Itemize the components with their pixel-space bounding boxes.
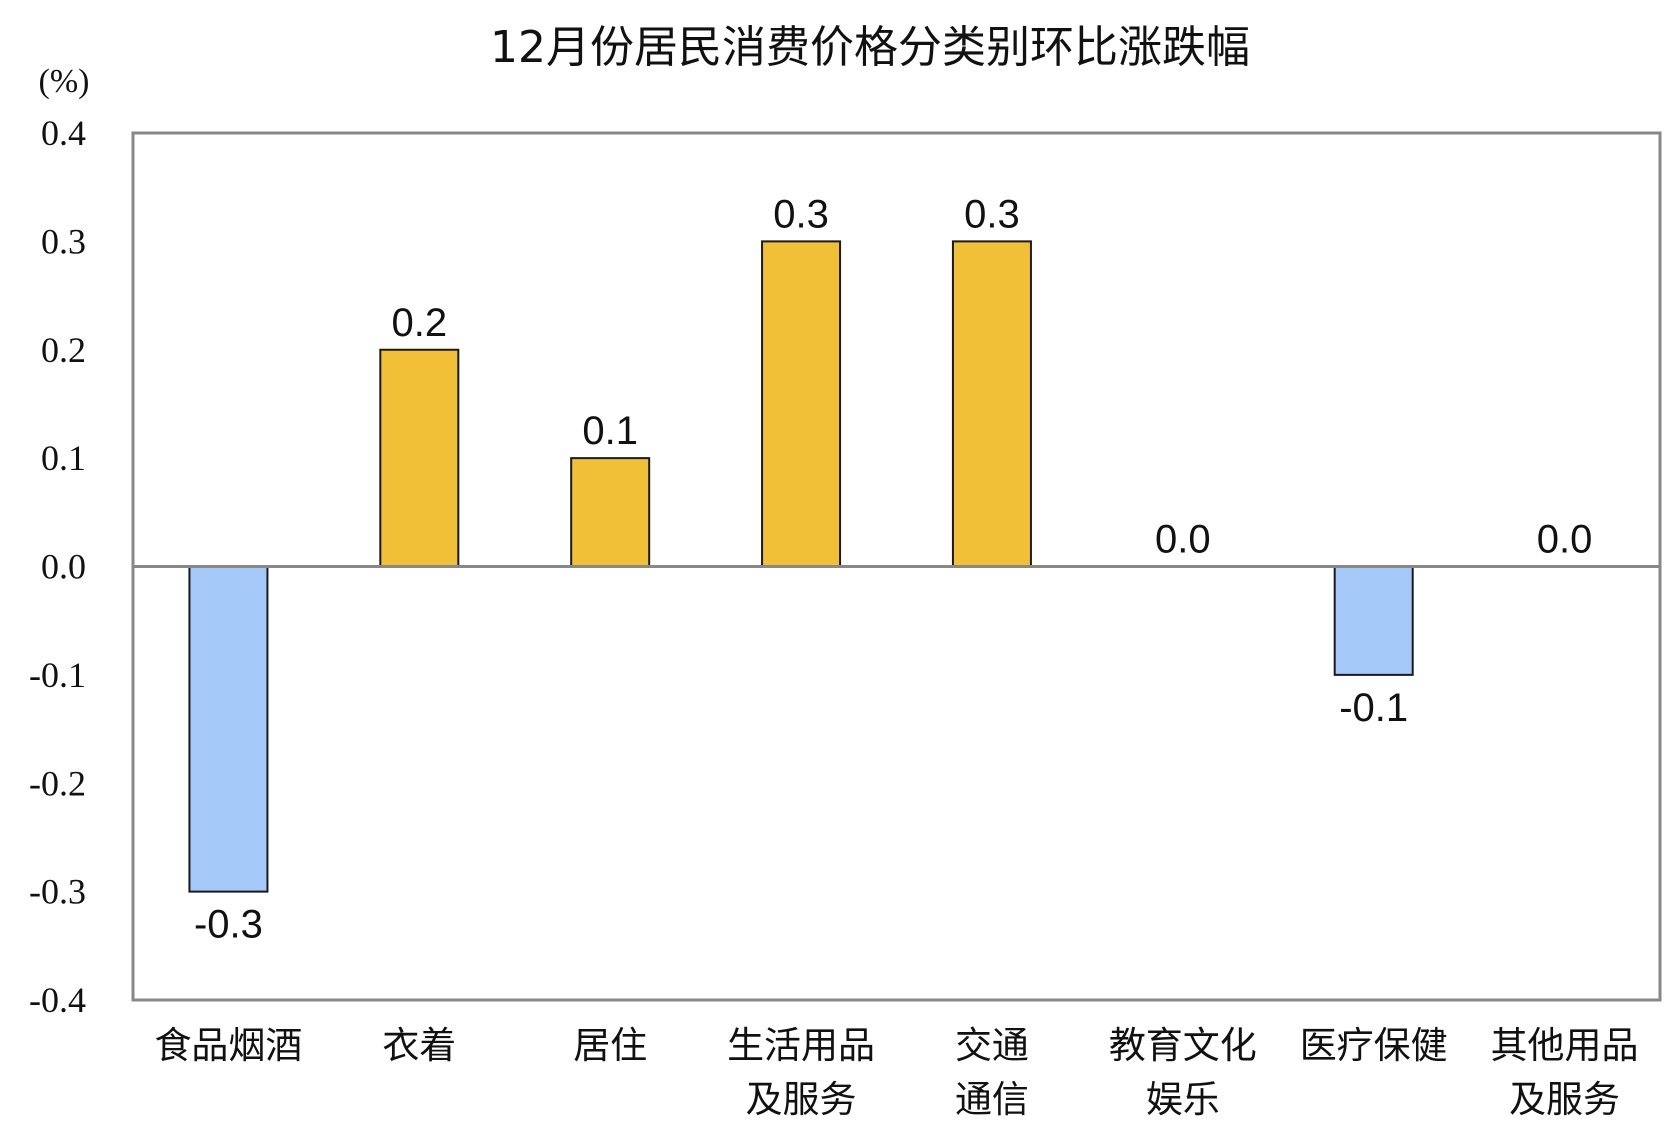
bar bbox=[951, 240, 1032, 568]
category-label: 及服务 bbox=[1509, 1078, 1620, 1121]
bar bbox=[379, 348, 460, 568]
category-label: 居住 bbox=[573, 1024, 647, 1067]
bar-value-label: 0.3 bbox=[964, 192, 1020, 236]
y-tick-label: 0.4 bbox=[41, 113, 86, 153]
category-label: 娱乐 bbox=[1146, 1078, 1220, 1121]
category-label: 交通 bbox=[955, 1024, 1029, 1067]
y-tick-label: -0.3 bbox=[29, 872, 86, 912]
bar-value-label: 0.3 bbox=[773, 192, 829, 236]
bar-value-label: 0.0 bbox=[1155, 518, 1211, 562]
y-tick-label: -0.1 bbox=[29, 655, 86, 695]
category-label: 通信 bbox=[955, 1078, 1029, 1121]
bar-value-label: -0.3 bbox=[194, 903, 263, 947]
y-tick-labels: 0.4 0.3 0.2 0.1 0.0 -0.1 -0.2 -0.3 -0.4 bbox=[29, 113, 86, 1020]
bar-value-label: -0.1 bbox=[1339, 686, 1408, 730]
category-label: 食品烟酒 bbox=[154, 1024, 302, 1067]
category-label: 其他用品 bbox=[1491, 1024, 1639, 1067]
y-tick-label: 0.0 bbox=[41, 547, 86, 587]
y-axis-unit-label: (%) bbox=[39, 63, 90, 100]
category-label: 衣着 bbox=[382, 1024, 456, 1067]
category-label: 教育文化 bbox=[1109, 1024, 1257, 1067]
bar-value-label: 0.0 bbox=[1537, 518, 1593, 562]
category-label: 及服务 bbox=[746, 1078, 857, 1121]
bar bbox=[188, 565, 269, 893]
bar bbox=[761, 240, 842, 568]
y-tick-label: -0.4 bbox=[29, 980, 86, 1020]
y-tick-label: 0.1 bbox=[41, 438, 86, 478]
value-labels: -0.3 0.2 0.1 0.3 0.3 0.0 -0.1 0.0 bbox=[194, 192, 1592, 946]
y-tick-label: -0.2 bbox=[29, 763, 86, 803]
chart-title: 12月份居民消费价格分类别环比涨跌幅 bbox=[490, 22, 1250, 73]
bar bbox=[1333, 565, 1414, 676]
bar-value-label: 0.1 bbox=[582, 409, 638, 453]
y-tick-label: 0.2 bbox=[41, 330, 86, 370]
category-label: 生活用品 bbox=[727, 1024, 875, 1067]
bar-value-label: 0.2 bbox=[392, 301, 448, 345]
y-tick-label: 0.3 bbox=[41, 221, 86, 261]
category-label: 医疗保健 bbox=[1300, 1024, 1448, 1067]
bar bbox=[570, 457, 651, 568]
